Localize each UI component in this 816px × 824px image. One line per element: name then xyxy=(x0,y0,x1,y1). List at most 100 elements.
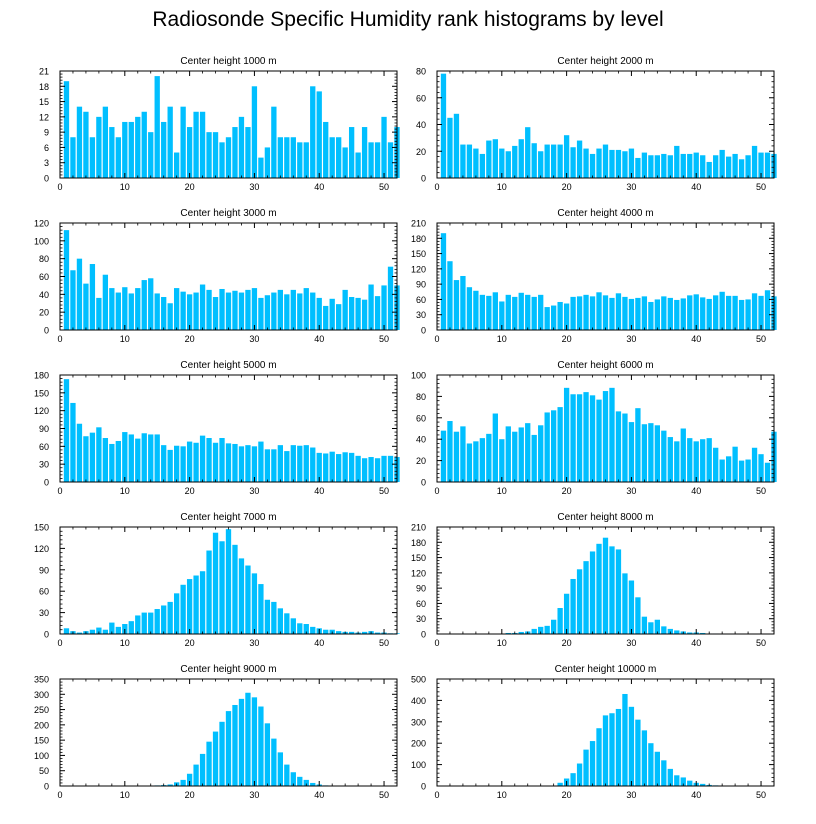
histogram-bar xyxy=(199,571,206,634)
panel-title: Center height 3000 m xyxy=(180,208,276,219)
histogram-bar xyxy=(225,292,232,330)
histogram-bar xyxy=(174,288,180,330)
histogram-bar xyxy=(76,423,83,482)
y-tick-label: 60 xyxy=(416,599,426,609)
y-tick-label: 0 xyxy=(44,326,49,336)
histogram-bar xyxy=(303,288,309,330)
y-tick-label: 12 xyxy=(39,112,49,122)
histogram-bar xyxy=(102,438,109,482)
histogram-bar xyxy=(492,292,498,330)
histogram-bar xyxy=(628,298,635,330)
y-tick-label: 6 xyxy=(44,143,49,153)
x-tick-label: 30 xyxy=(626,182,636,192)
histogram-bar xyxy=(576,763,583,786)
histogram-bar xyxy=(355,152,361,178)
histogram-bar xyxy=(512,296,518,330)
histogram-bar xyxy=(277,608,283,634)
x-tick-label: 40 xyxy=(314,182,324,192)
histogram-bar xyxy=(199,111,206,178)
y-tick-label: 150 xyxy=(34,736,49,746)
histogram-bar xyxy=(271,292,277,330)
histogram-bar xyxy=(725,156,732,178)
histogram-bar xyxy=(167,303,173,330)
x-tick-label: 20 xyxy=(185,790,195,800)
histogram-bar xyxy=(570,147,576,178)
x-tick-label: 10 xyxy=(120,790,130,800)
x-tick-label: 10 xyxy=(497,638,507,648)
histogram-bar xyxy=(154,434,160,482)
y-tick-label: 18 xyxy=(39,82,49,92)
histogram-bar xyxy=(310,86,316,178)
histogram-bar xyxy=(63,628,70,634)
histogram-bar xyxy=(374,458,381,482)
histogram-bar xyxy=(635,719,641,786)
x-tick-label: 40 xyxy=(691,790,701,800)
histogram-bar xyxy=(199,435,206,482)
histogram-bar xyxy=(297,445,303,482)
y-tick-label: 210 xyxy=(411,523,426,533)
histogram-bar xyxy=(557,144,563,178)
y-tick-label: 40 xyxy=(416,120,426,130)
histogram-bar xyxy=(648,622,654,634)
y-tick-label: 0 xyxy=(421,478,426,488)
y-tick-label: 180 xyxy=(34,371,49,381)
histogram-bar xyxy=(251,446,258,482)
x-tick-label: 20 xyxy=(562,790,572,800)
histogram-bar xyxy=(387,142,394,178)
histogram-bar xyxy=(641,730,648,786)
histogram-bar xyxy=(589,395,596,482)
histogram-bar xyxy=(700,783,706,786)
histogram-bar xyxy=(713,447,719,482)
histogram-bar xyxy=(193,292,199,330)
histogram-bar xyxy=(687,780,693,786)
histogram-bar xyxy=(674,299,680,330)
histogram-bar xyxy=(212,132,219,178)
histogram-bar xyxy=(499,439,505,482)
histogram-bar xyxy=(667,628,673,634)
y-tick-label: 100 xyxy=(34,236,49,246)
histogram-bar xyxy=(732,153,738,178)
y-tick-label: 15 xyxy=(39,97,49,107)
histogram-bar xyxy=(264,449,271,482)
histogram-bar xyxy=(557,608,563,634)
histogram-bar xyxy=(89,432,96,482)
histogram-bar xyxy=(596,543,602,634)
histogram-bar xyxy=(447,261,453,330)
histogram-bar xyxy=(70,137,76,178)
histogram-bar xyxy=(284,137,290,178)
histogram-bar xyxy=(751,145,758,178)
histogram-bar xyxy=(102,629,109,634)
y-tick-label: 21 xyxy=(39,67,49,77)
y-tick-label: 90 xyxy=(416,280,426,290)
histogram-bar xyxy=(303,624,309,634)
histogram-bar xyxy=(512,145,518,178)
histogram-bar xyxy=(680,428,686,482)
histogram-bar xyxy=(193,442,199,482)
histogram-bar xyxy=(654,425,660,482)
chart-panel-10: Center height 10000 m0 10 20 30 40 5001002003… xyxy=(411,664,775,800)
histogram-bar xyxy=(245,565,251,634)
histogram-bar xyxy=(167,106,173,178)
chart-panel-7: Center height 7000 m 0 10 20 30 40 50 0 30 60 90 12… xyxy=(34,512,400,648)
histogram-bar xyxy=(141,111,147,178)
histogram-bar xyxy=(70,402,76,482)
histogram-bar xyxy=(174,445,180,482)
histogram-bar xyxy=(115,137,121,178)
histogram-bar xyxy=(361,458,368,482)
histogram-bar xyxy=(284,294,290,330)
histogram-bar xyxy=(719,459,725,482)
y-tick-label: 3 xyxy=(44,158,49,168)
y-tick-label: 0 xyxy=(421,326,426,336)
histogram-bar xyxy=(531,628,537,634)
histogram-bar xyxy=(232,127,238,178)
histogram-bar xyxy=(725,456,732,482)
histogram-bar xyxy=(76,258,83,330)
histogram-bar xyxy=(460,144,466,178)
x-tick-label: 50 xyxy=(756,182,766,192)
histogram-bar xyxy=(135,116,141,178)
histogram-bar xyxy=(745,459,751,482)
histogram-bar xyxy=(576,394,583,482)
histogram-bar xyxy=(719,291,725,330)
histogram-bar xyxy=(297,623,303,634)
y-tick-label: 90 xyxy=(416,584,426,594)
